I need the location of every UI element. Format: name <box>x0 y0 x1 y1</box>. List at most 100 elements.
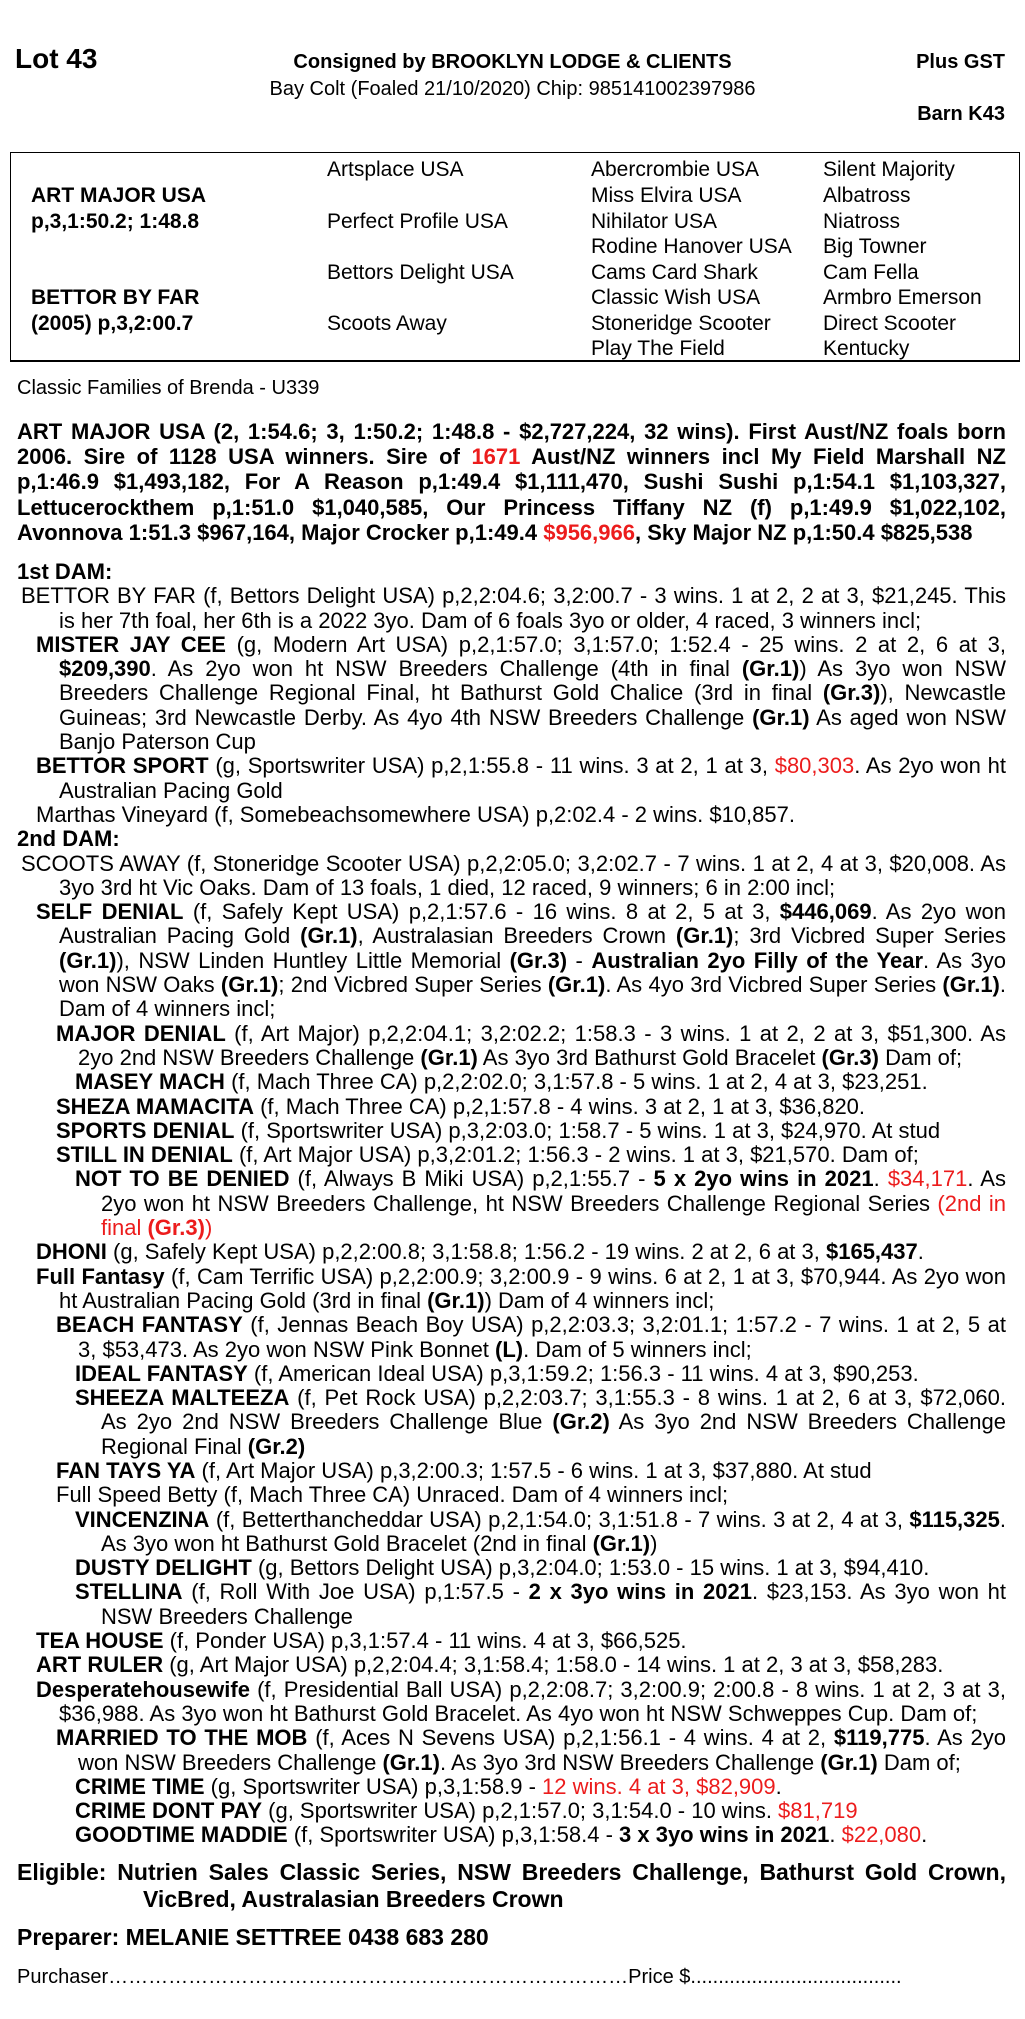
text: (f, Art Major USA) p,3,2:01.2; 1:56.3 - … <box>232 1142 919 1168</box>
bold-text: SELF DENIAL <box>36 899 184 925</box>
bold-text: 2nd DAM: <box>17 826 120 852</box>
text: . As 3yo won NSW Oaks <box>59 947 1006 998</box>
text: (f, Art Major USA) p,3,2:00.3; 1:57.5 - … <box>195 1457 872 1483</box>
bold-text: $165,437 <box>825 1239 918 1265</box>
gen3-ancestor: Stoneridge Scooter <box>591 312 771 335</box>
bold-text: (Gr.1) <box>59 947 117 973</box>
gen2-dam-sire: Bettors Delight USA <box>327 261 514 284</box>
eligibility: Eligible: Nutrien Sales Classic Series, … <box>17 1859 1006 1912</box>
text: (f, Sportswriter USA) p,3,1:58.4 - <box>287 1822 620 1848</box>
pedigree-entry: SPORTS DENIAL (f, Sportswriter USA) p,3,… <box>17 1117 1006 1143</box>
text: (g, Modern Art USA) p,2,1:57.0; 3,1:57.0… <box>225 631 1006 657</box>
bold-text: (Gr.1) <box>220 972 279 998</box>
pedigree-entry: STILL IN DENIAL (f, Art Major USA) p,3,2… <box>17 1142 1006 1168</box>
preparer: Preparer: MELANIE SETTREE 0438 683 280 <box>17 1924 489 1950</box>
pedigree-entry: CRIME DONT PAY (g, Sportswriter USA) p,2… <box>17 1798 1006 1824</box>
text: (g, Safely Kept USA) p,2,2:00.8; 3,1:58.… <box>106 1239 826 1265</box>
text: . As 2yo won ht NSW Breeders Challenge (… <box>150 656 742 682</box>
pedigree-entry: DHONI (g, Safely Kept USA) p,2,2:00.8; 3… <box>17 1240 1006 1264</box>
text: . As 3yo won ht Bathurst Gold Bracelet (… <box>101 1506 1006 1556</box>
text: ), NSW Linden Huntley Little Memorial <box>116 947 510 973</box>
text: (f, Presidential Ball USA) p,2,2:08.7; 3… <box>59 1676 1006 1726</box>
bold-text: (Gr.3) <box>509 947 568 973</box>
pedigree-entry: SCOOTS AWAY (f, Stoneridge Scooter USA) … <box>17 851 1006 901</box>
text: Marthas Vineyard (f, Somebeachsomewhere … <box>36 801 795 827</box>
text: (f, Art Major) p,2,2:04.1; 3,2:02.2; 1:5… <box>78 1020 1007 1070</box>
text: (f, Aces N Sevens USA) p,2,1:56.1 - 4 wi… <box>307 1725 834 1751</box>
text: (f, Always B Miki USA) p,2,1:55.7 - <box>289 1166 654 1192</box>
barn-number: Barn K43 <box>917 103 1005 125</box>
bold-text: Desperatehousewife <box>36 1676 250 1702</box>
text: ) As 3yo won NSW Breeders Challenge Regi… <box>59 656 1007 706</box>
pedigree-entry: BETTOR BY FAR (f, Bettors Delight USA) p… <box>17 584 1006 633</box>
text: ) <box>650 1530 658 1556</box>
bold-text: DHONI <box>36 1239 107 1265</box>
text: - <box>567 947 592 973</box>
text: As 3yo 3rd Bathurst Gold Bracelet <box>477 1044 822 1070</box>
text: . As 2yo won ht NSW Breeders Challenge, … <box>101 1166 1006 1216</box>
bold-text: SPORTS DENIAL <box>56 1117 235 1143</box>
pedigree-entry: SELF DENIAL (f, Safely Kept USA) p,2,1:5… <box>17 899 1006 1021</box>
text: (f, Betterthancheddar USA) p,2,1:54.0; 3… <box>209 1506 910 1532</box>
bold-text: STILL IN DENIAL <box>56 1142 233 1168</box>
gen3-ancestor: Nihilator USA <box>591 210 718 233</box>
pedigree-entry: Full Speed Betty (f, Mach Three CA) Unra… <box>17 1483 1006 1507</box>
text: (f, American Ideal USA) p,3,1:59.2; 1:56… <box>247 1360 919 1386</box>
bold-text: CRIME DONT PAY <box>75 1798 263 1824</box>
bold-text: VINCENZINA <box>75 1506 210 1532</box>
bold-text: NOT TO BE DENIED <box>75 1166 290 1192</box>
highlight-text: (Gr.3) <box>147 1215 205 1241</box>
text: (f, Pet Rock USA) p,2,2:03.7; 3,1:55.3 -… <box>101 1385 1006 1435</box>
sire-summary: ART MAJOR USA (2, 1:54.6; 3, 1:50.2; 1:4… <box>17 419 1006 545</box>
text: As aged won NSW Banjo Paterson Cup <box>59 704 1006 755</box>
text: (g, Bettors Delight USA) p,3,2:04.0; 1:5… <box>251 1555 930 1581</box>
gen4-ancestor: Niatross <box>823 210 901 233</box>
pedigree-entry: VINCENZINA (f, Betterthancheddar USA) p,… <box>17 1506 1006 1557</box>
bold-text: (Gr.1) <box>820 1749 878 1775</box>
purchaser-field[interactable]: …………………………………………………………………… <box>108 1966 629 1988</box>
pedigree-entry: SHEEZA MALTEEZA (f, Pet Rock USA) p,2,2:… <box>17 1385 1006 1459</box>
bold-text: (Gr.2) <box>552 1409 610 1435</box>
pedigree-entry: MASEY MACH (f, Mach Three CA) p,2,2:02.0… <box>17 1070 1006 1094</box>
highlight-text: ) <box>204 1215 213 1241</box>
purchase-line: Purchaser……………………………………………………………………Price… <box>17 1964 902 1990</box>
pedigree-entry: MARRIED TO THE MOB (f, Aces N Sevens USA… <box>17 1726 1006 1775</box>
text: (g, Art Major USA) p,2,2:04.4; 3,1:58.4;… <box>163 1652 944 1678</box>
pedigree-entry: MAJOR DENIAL (f, Art Major) p,2,2:04.1; … <box>17 1020 1007 1071</box>
highlight-text: $34,171 <box>887 1166 968 1192</box>
text: . Dam of 5 winners incl; <box>523 1336 752 1362</box>
dam-heading: 2nd DAM: <box>17 827 1006 851</box>
bold-text: MAJOR DENIAL <box>56 1020 226 1046</box>
bold-text: $209,390 <box>59 656 151 682</box>
bold-text: (Gr.1) <box>300 923 358 949</box>
pedigree-entry: STELLINA (f, Roll With Joe USA) p,1:57.5… <box>17 1580 1006 1629</box>
bold-text: $446,069 <box>779 899 872 925</box>
bold-text: (Gr.1) <box>741 656 800 682</box>
bold-text: MISTER JAY CEE <box>36 631 226 657</box>
bold-text: $119,775 <box>833 1725 925 1751</box>
text: (f, Mach Three CA) p,2,2:02.0; 3,1:57.8 … <box>224 1069 928 1095</box>
pedigree-entry: NOT TO BE DENIED (f, Always B Miki USA) … <box>17 1167 1006 1240</box>
consignor: Consigned by BROOKLYN LODGE & CLIENTS <box>293 51 732 73</box>
bold-text: (Gr.1) <box>675 923 734 949</box>
sire-name: ART MAJOR USA <box>31 184 207 207</box>
pedigree-entry: BETTOR SPORT (g, Sportswriter USA) p,2,1… <box>17 754 1006 803</box>
highlight-text: $81,719 <box>778 1798 858 1824</box>
text: BETTOR BY FAR (f, Bettors Delight USA) p… <box>21 583 1006 633</box>
bold-text: (Gr.1) <box>752 704 810 730</box>
gen2-sire-sire: Artsplace USA <box>327 158 464 181</box>
text: As 3yo 2nd NSW Breeders Challenge Region… <box>101 1409 1006 1459</box>
pedigree-entry: IDEAL FANTASY (f, American Ideal USA) p,… <box>17 1360 1006 1386</box>
bold-text: (Gr.1) <box>942 972 1000 998</box>
bold-text: Australian 2yo Filly of the Year <box>591 947 924 973</box>
price-field[interactable]: ...................................... <box>690 1966 902 1988</box>
text: Full Speed Betty (f, Mach Three CA) Unra… <box>56 1482 729 1508</box>
text: (g, Sportswriter USA) p,2,1:55.8 - 11 wi… <box>208 753 775 779</box>
bold-text: GOODTIME MADDIE <box>75 1822 288 1848</box>
bold-text: 5 x 2yo wins in 2021 <box>653 1166 874 1192</box>
pedigree-entry: CRIME TIME (g, Sportswriter USA) p,3,1:5… <box>17 1774 1006 1799</box>
bold-text: (Gr.3) <box>821 1044 879 1070</box>
gen4-ancestor: Albatross <box>823 184 911 207</box>
text: Dam of; <box>878 1044 963 1070</box>
gen2-sire-dam: Perfect Profile USA <box>327 210 508 233</box>
